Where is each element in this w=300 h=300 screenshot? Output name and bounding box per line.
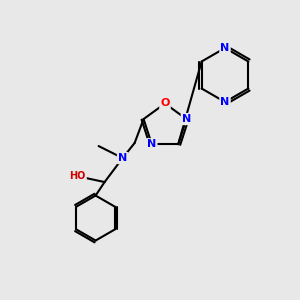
Text: O: O [160,98,170,109]
Text: N: N [147,139,156,149]
Text: N: N [220,43,230,53]
Text: N: N [118,153,127,163]
Text: N: N [220,97,230,107]
Text: HO: HO [69,171,86,181]
Text: N: N [182,114,191,124]
